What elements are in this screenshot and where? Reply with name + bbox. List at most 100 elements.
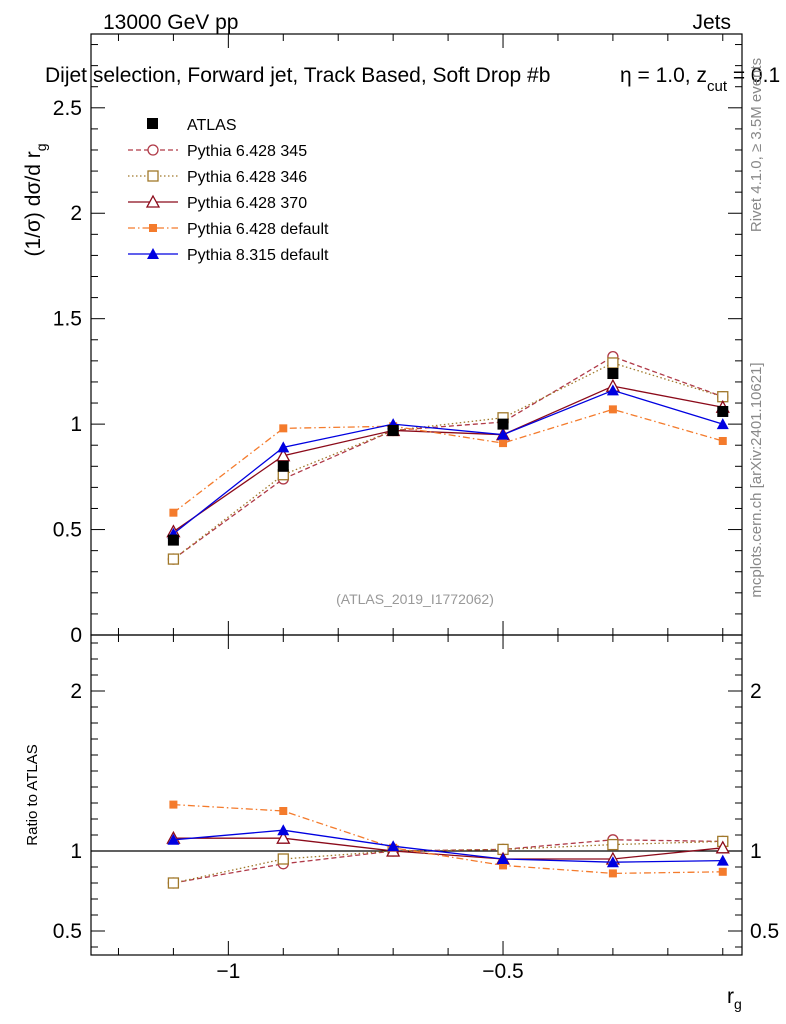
plot-title: Dijet selection, Forward jet, Track Base…: [45, 64, 780, 95]
main-p8def-point: [277, 441, 290, 453]
legend-p346-label: Pythia 6.428 346: [187, 169, 307, 186]
legend-p8def: Pythia 8.315 default: [128, 247, 329, 264]
legend-p370: Pythia 6.428 370: [128, 194, 307, 212]
ratio-p8def-line: [173, 829, 723, 863]
main-p346-point: [167, 553, 180, 565]
ratio-p6def-point: [718, 867, 727, 876]
ratio-panel-frame: [90, 634, 743, 956]
main-atlas-point: [607, 368, 619, 380]
main-p6def-point: [608, 405, 617, 414]
header-energy: 13000 GeV pp: [103, 11, 238, 34]
main-p346-point: [607, 357, 619, 369]
ratio-p8def-point: [716, 854, 729, 866]
main-p6def-point: [499, 439, 508, 448]
plot-title-beta: η = 1.0, z: [620, 64, 707, 87]
ratio-p8def-point: [167, 833, 180, 845]
main-p6def-point: [169, 508, 178, 517]
main-p8def-line: [173, 389, 723, 535]
legend-atlas: ATLAS: [147, 117, 237, 134]
ratio-p370-line: [173, 837, 723, 860]
legend-p6def-marker: [149, 224, 157, 232]
ratio-ylabel: Ratio to ATLAS: [24, 744, 41, 845]
main-p6def-point: [279, 424, 288, 433]
main-p8def-point: [497, 428, 510, 440]
x-tick-label: −1: [216, 960, 240, 983]
x-axis-label-sub: g: [734, 996, 742, 1012]
main-y-tick-label: 1: [70, 413, 82, 436]
legend-atlas-label: ATLAS: [187, 117, 237, 134]
main-p8def-point: [606, 384, 619, 396]
main-p370-point: [276, 448, 291, 462]
main-y-tick-label: 0: [70, 624, 82, 647]
plot-title-main: Dijet selection, Forward jet, Track Base…: [45, 64, 550, 87]
main-atlas-point: [167, 534, 179, 546]
ratio-p370-point: [715, 840, 730, 854]
main-axes: 0.5 1 1.5 2 2.5 0: [53, 34, 742, 647]
ratio-axes: −1 −0.5 0.5 0.5 1 1 2 2: [53, 635, 779, 983]
ratio-p6def-point: [169, 800, 178, 809]
legend-p6def-label: Pythia 6.428 default: [187, 221, 329, 238]
main-y-tick-label: 2: [70, 202, 82, 225]
ratio-p345-line: [173, 839, 723, 884]
main-p370-line: [173, 385, 723, 533]
mcplots-label: mcplots.cern.ch [arXiv:2401.10621]: [748, 362, 765, 597]
main-series: [166, 350, 730, 565]
ratio-p8def-point: [277, 824, 290, 836]
main-ylabel-sub: g: [33, 143, 49, 151]
main-p345-line: [173, 355, 723, 560]
main-p346-line: [173, 362, 723, 560]
ratio-p346-point: [607, 838, 619, 851]
ratio-p6def-point: [279, 807, 288, 815]
ratio-p6def-line: [173, 803, 723, 875]
legend-atlas-marker: [147, 118, 158, 129]
ratio-series: [166, 800, 730, 889]
rivet-label: Rivet 4.1.0, ≥ 3.5M events: [748, 58, 765, 232]
main-y-tick-label: 2.5: [53, 97, 82, 120]
main-p8def-point: [716, 418, 729, 430]
legend-p6def: Pythia 6.428 default: [128, 221, 329, 238]
legend-p345: Pythia 6.428 345: [128, 143, 307, 160]
ratio-p8def-point: [497, 853, 510, 864]
legend-p346-marker: [147, 170, 159, 182]
main-ylabel: (1/σ) dσ/d rg: [22, 143, 49, 256]
ratio-y-tick-label-right: 2: [750, 680, 762, 703]
x-tick-label: −0.5: [482, 960, 523, 983]
ratio-p6def-point: [608, 869, 617, 878]
ratio-p346-point: [277, 853, 289, 865]
ratio-p8def-point: [606, 856, 619, 868]
legend-p8def-label: Pythia 8.315 default: [187, 247, 329, 264]
header-jets: Jets: [692, 11, 731, 34]
ratio-y-tick-label: 0.5: [53, 920, 82, 943]
legend-p345-marker: [147, 144, 159, 156]
ratio-y-tick-label-right: 1: [750, 840, 762, 863]
legend-p370-marker: [145, 194, 161, 208]
ratio-p346-line: [173, 840, 723, 884]
main-atlas-point: [717, 405, 729, 417]
main-y-tick-label: 0.5: [53, 519, 82, 542]
main-atlas-point: [277, 460, 289, 472]
plot-title-tail: = 0.1: [727, 64, 780, 87]
ratio-p370-point: [276, 830, 291, 844]
ratio-y-tick-label: 2: [70, 680, 82, 703]
main-atlas-point: [497, 418, 509, 430]
x-axis-label-text: r: [727, 985, 734, 1008]
analysis-label: (ATLAS_2019_I1772062): [336, 591, 494, 607]
ratio-y-tick-label-right: 0.5: [750, 920, 779, 943]
ratio-p8def-point: [387, 840, 400, 852]
x-axis-label: rg: [727, 985, 742, 1012]
legend: ATLAS Pythia 6.428 345 Pythia 6.428 346 …: [128, 117, 329, 264]
ratio-p346-point: [167, 877, 180, 889]
legend-p345-label: Pythia 6.428 345: [187, 143, 307, 160]
plot-title-cut: cut: [707, 78, 728, 95]
legend-p370-label: Pythia 6.428 370: [187, 195, 307, 212]
main-atlas-point: [387, 424, 399, 436]
main-p6def-point: [718, 436, 727, 445]
ratio-y-tick-label: 1: [70, 840, 82, 863]
main-y-tick-label: 1.5: [53, 308, 82, 331]
legend-p346: Pythia 6.428 346: [128, 169, 307, 186]
legend-p8def-marker: [147, 248, 159, 259]
ratio-p6def-point: [499, 861, 508, 870]
main-p6def-line: [173, 408, 723, 514]
main-ylabel-text: (1/σ) dσ/d r: [22, 151, 45, 256]
